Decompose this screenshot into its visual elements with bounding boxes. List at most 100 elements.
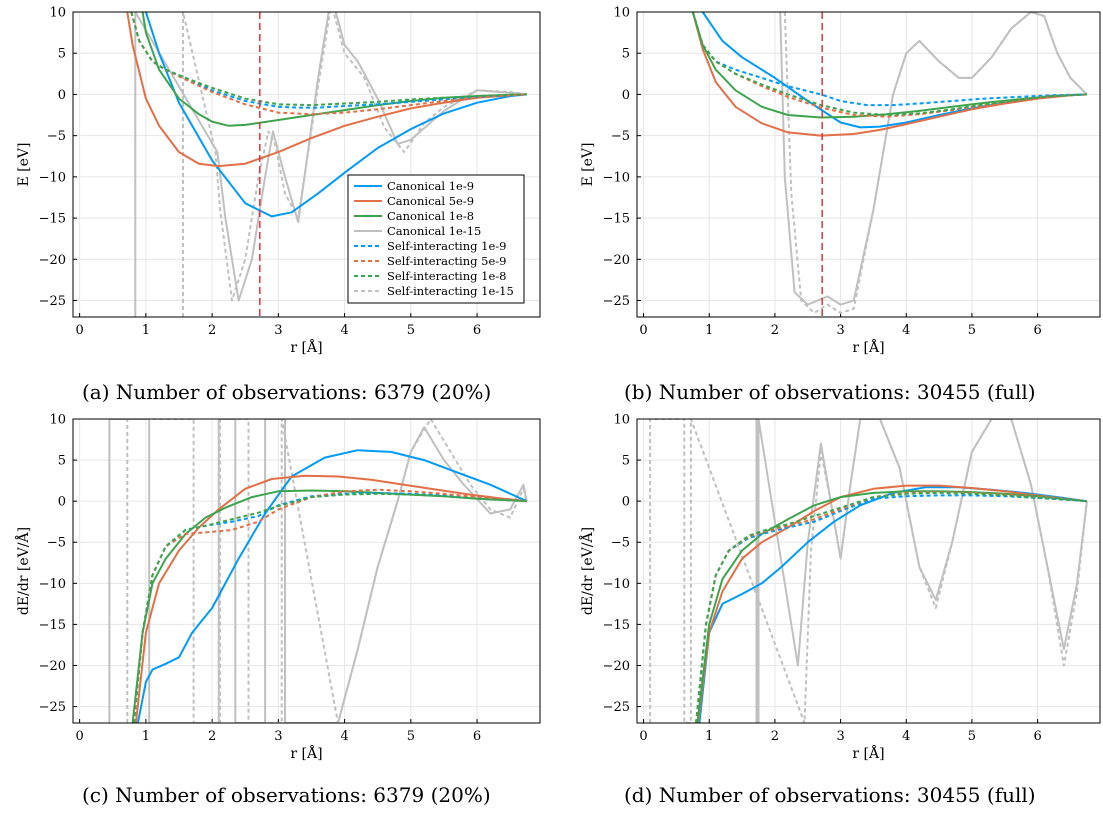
x-tick-label: 0 [639,729,647,744]
legend-label: Canonical 1e-15 [387,224,481,238]
y-tick-label: −15 [603,212,630,227]
series-line-canonical-1e-15 [134,12,527,317]
y-tick-label: 10 [49,6,66,21]
y-tick-label: 5 [58,454,66,469]
panel-b: 0 1 2 3 4 5 6 10 5 0 −5 −10 −15 −20 −25 r [Å] E [eV] [580,6,1101,356]
x-tick-label: 5 [407,323,415,338]
x-tick-label: 6 [473,729,481,744]
series-group [126,12,527,317]
x-axis-label: r [Å] [852,338,884,356]
y-tick-label: −5 [611,129,630,144]
series-group [649,419,1088,723]
series-line-self-interacting-1e-8 [130,12,527,107]
caption-c: (c) Number of observations: 6379 (20%) [82,783,491,807]
y-tick-label: −10 [39,170,66,185]
plot-frame [72,418,541,724]
x-tick-label: 5 [407,729,415,744]
series-line-self-interacting-1e-9 [691,12,1087,107]
y-tick-label: −25 [603,700,630,715]
y-tick-label: 10 [613,413,630,428]
legend-box [347,174,525,304]
series-line-self-interacting-1e-8 [132,492,527,723]
x-tick-label: 6 [473,323,481,338]
x-tick-label: 4 [902,729,910,744]
legend-label: Self-interacting 5e-9 [387,254,506,268]
y-tick-label: 0 [58,88,66,103]
series-line-self-interacting-1e-15 [126,419,528,723]
x-tick-label: 2 [771,729,779,744]
x-tick-label: 1 [142,323,150,338]
y-tick-label: 5 [622,454,630,469]
legend-label: Canonical 1e-9 [387,179,474,193]
y-tick-label: 5 [58,47,66,62]
legend-label: Canonical 1e-8 [387,209,474,223]
x-tick-label: 1 [705,323,713,338]
series-line-self-interacting-1e-8 [691,12,1087,116]
x-tick-label: 0 [75,323,83,338]
x-tick-label: 3 [836,729,844,744]
grid [73,418,540,723]
y-tick-label: −20 [39,659,66,674]
x-tick-label: 5 [968,323,976,338]
y-tick-label: −15 [603,618,630,633]
x-tick-label: 4 [902,323,910,338]
series-line-canonical-1e-9 [701,12,1087,129]
series-line-canonical-5e-9 [691,12,1087,137]
x-tick-label: 3 [274,729,282,744]
series-line-canonical-1e-8 [141,12,527,127]
x-tick-label: 0 [75,729,83,744]
panel-a: 0 1 2 3 4 5 6 10 5 0 −5 −10 −15 −20 −25 r [Å] E [eV] Cano… [16,6,541,356]
series-group [108,419,528,723]
y-tick-label: −5 [611,536,630,551]
y-tick-label: −10 [603,170,630,185]
series-line-canonical-1e-8 [691,12,1087,119]
y-tick-label: 0 [58,495,66,510]
panel-d: 0 1 2 3 4 5 6 10 5 0 −5 −10 −15 −20 −25 r [Å] dE/dr [eV/… [578,413,1101,762]
x-tick-label: 5 [968,729,976,744]
series-line-canonical-5e-9 [697,484,1088,723]
y-tick-label: −25 [39,700,66,715]
y-tick-label: −5 [47,536,66,551]
series-line-canonical-1e-8 [696,490,1088,723]
y-tick-label: −25 [39,294,66,309]
x-tick-label: 4 [340,729,348,744]
legend-label: Self-interacting 1e-8 [387,269,506,283]
y-tick-label: −15 [39,618,66,633]
series-line-self-interacting-1e-15 [182,12,527,317]
series-line-canonical-1e-8 [131,489,527,723]
x-tick-label: 1 [142,729,150,744]
legend-label: Canonical 5e-9 [387,194,474,208]
y-tick-label: 0 [622,88,630,103]
y-tick-label: −15 [39,212,66,227]
series-line-self-interacting-5e-9 [130,12,527,116]
panel-c: 0 1 2 3 4 5 6 10 5 0 −5 −10 −15 −20 −25 r [Å] dE/dr [eV/… [14,413,541,762]
x-tick-label: 4 [340,323,348,338]
y-axis-label: E [eV] [16,143,32,187]
y-tick-label: −20 [39,253,66,268]
x-tick-label: 6 [1033,729,1041,744]
y-axis-label: dE/dr [eV/Å] [14,527,32,615]
x-tick-label: 6 [1033,323,1041,338]
y-tick-label: −10 [603,577,630,592]
x-axis-label: r [Å] [290,338,322,356]
x-tick-label: 2 [208,729,216,744]
x-tick-label: 0 [639,323,647,338]
series-line-canonical-5e-9 [126,12,527,168]
series-line-canonical-1e-9 [144,12,527,218]
series-group [691,12,1088,314]
y-tick-label: −20 [603,659,630,674]
y-axis-label: E [eV] [580,143,596,187]
legend-label: Self-interacting 1e-9 [387,239,506,253]
y-tick-label: −10 [39,577,66,592]
caption-b: (b) Number of observations: 30455 (full) [624,380,1036,404]
series-line-self-interacting-1e-15 [649,419,1088,723]
x-tick-label: 3 [836,323,844,338]
plot-frame [636,11,1101,318]
grid [637,418,1100,723]
series-line-self-interacting-1e-8 [695,491,1087,723]
y-tick-label: 10 [613,6,630,21]
y-tick-label: 0 [622,495,630,510]
series-line-canonical-5e-9 [134,474,527,723]
